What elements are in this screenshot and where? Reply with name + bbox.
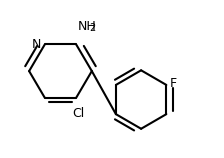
Text: Cl: Cl [72, 107, 84, 120]
Text: NH: NH [77, 20, 96, 33]
Text: N: N [32, 38, 41, 51]
Text: 2: 2 [89, 23, 95, 33]
Text: F: F [170, 77, 177, 90]
